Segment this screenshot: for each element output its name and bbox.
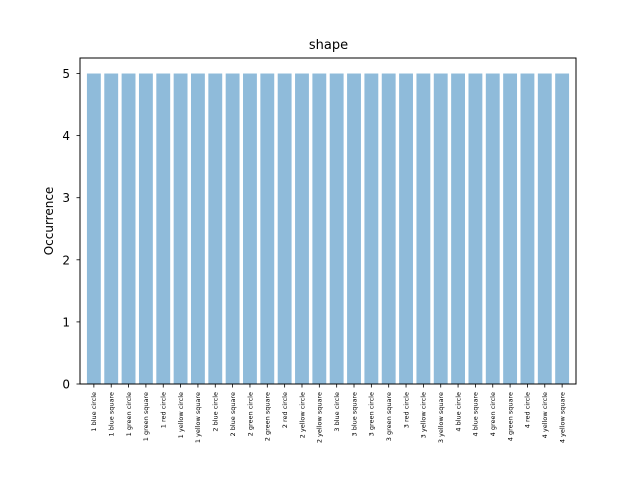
y-axis-ticks: 0 1 2 3 4 5 [62,67,80,392]
bar-3-blue-square [347,73,361,385]
y-tick-label: 1 [62,315,70,329]
bar-1-green-square [138,73,153,385]
bar-4-red-circle [520,73,535,385]
bar-4-green-circle [485,73,500,385]
x-tick-label: 1 blue square [108,392,116,436]
x-tick-label: 1 blue circle [90,392,98,432]
x-tick-label: 3 yellow circle [420,392,428,438]
bar-2-red-circle [277,73,292,385]
bar-3-green-square [381,73,396,385]
x-tick-label: 3 green circle [368,392,376,436]
x-tick-label: 1 yellow circle [177,392,185,438]
x-tick-label: 1 yellow square [194,392,202,443]
bar-2-green-circle [243,73,257,385]
x-tick-label: 2 green square [264,392,272,441]
x-tick-label: 4 blue circle [454,392,462,432]
bar-2-blue-circle [208,73,223,385]
x-tick-label: 4 green circle [489,392,497,436]
bar-4-yellow-square [555,73,570,385]
bar-4-yellow-circle [537,73,552,385]
bar-2-blue-square [225,73,240,385]
bar-3-blue-circle [329,73,344,385]
plot-frame [79,57,577,385]
y-axis-label: Occurrence [42,187,56,256]
bar-1-blue-circle [86,73,101,385]
x-tick-label: 1 red circle [160,392,168,428]
bar-3-red-circle [399,73,413,385]
x-tick-label: 2 blue square [229,392,237,436]
x-tick-label: 1 green circle [125,392,133,436]
y-tick-label: 4 [62,129,70,143]
y-tick-label: 5 [62,67,70,81]
x-tick-label: 4 green square [506,392,514,441]
bar-2-green-square [260,73,275,385]
y-tick-label: 3 [62,191,70,205]
bar-3-yellow-circle [416,73,431,385]
x-tick-label: 3 red circle [402,392,410,428]
bar-2-yellow-circle [295,73,309,385]
x-tick-label: 2 blue circle [212,392,220,432]
x-tick-label: 3 blue circle [333,392,341,432]
bar-1-yellow-circle [173,73,188,385]
x-tick-label: 2 red circle [281,392,289,428]
bars-group [86,73,570,385]
y-tick-label: 2 [62,253,70,267]
chart-title: shape [309,38,348,53]
bar-3-yellow-square [433,73,448,385]
x-tick-label: 2 yellow circle [298,392,306,438]
x-tick-label: 2 green circle [246,392,254,436]
x-tick-label: 3 green square [385,392,393,441]
bar-4-blue-circle [451,73,465,385]
x-tick-label: 4 red circle [524,392,532,428]
bar-4-green-square [503,73,518,385]
x-tick-label: 4 yellow square [558,392,566,443]
x-tick-label: 3 blue square [350,392,358,436]
bar-1-yellow-square [190,73,205,385]
bar-2-yellow-square [312,73,327,385]
bar-1-green-circle [121,73,136,385]
x-tick-label: 4 blue square [472,392,480,436]
y-tick-label: 0 [62,378,70,392]
bar-4-blue-square [468,73,483,385]
x-axis-ticks: 1 blue circle 1 blue square 1 green circle… [90,384,566,443]
x-tick-label: 1 green square [142,392,150,441]
bar-1-blue-square [104,73,119,385]
x-tick-label: 4 yellow circle [541,392,549,438]
bar-3-green-circle [364,73,379,385]
x-tick-label: 3 yellow square [437,392,445,443]
x-tick-label: 2 yellow square [316,392,324,443]
bar-1-red-circle [156,73,171,385]
